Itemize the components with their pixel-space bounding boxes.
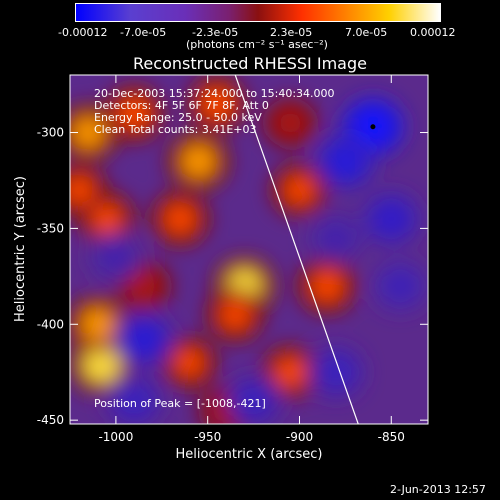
- x-tick-label: -850: [378, 430, 405, 444]
- axis-ticks: -1000 -950 -900 -850 -450 -400 -350 -300: [37, 75, 428, 444]
- heatmap-blob-core: [83, 346, 120, 383]
- peak-position-label: Position of Peak = [-1008,-421]: [94, 397, 266, 410]
- heatmap-blob-core: [387, 272, 414, 300]
- heatmap-blob-core: [181, 144, 216, 179]
- y-tick-label: -350: [37, 221, 64, 235]
- x-axis-label: Heliocentric X (arcsec): [176, 447, 323, 462]
- y-tick-label: -300: [37, 126, 64, 140]
- x-tick-label: -1000: [98, 430, 133, 444]
- heatmap-blob-core: [128, 324, 159, 355]
- colorbar-tick-3: 2.3e-05: [270, 26, 313, 39]
- x-tick-label: -900: [286, 430, 313, 444]
- y-tick-label: -400: [37, 317, 64, 331]
- heatmap-blob-core: [164, 203, 196, 235]
- y-axis-label: Heliocentric Y (arcsec): [13, 176, 28, 322]
- heatmap-blob-core: [129, 272, 158, 300]
- plot-frame: [69, 74, 429, 425]
- colorbar-tick-5: 0.00012: [410, 26, 456, 39]
- chart-title: Reconstructed RHESSI Image: [133, 54, 367, 73]
- heatmap-blob-core: [376, 204, 406, 234]
- colorbar-tick-4: 7.0e-05: [345, 26, 388, 39]
- heatmap-blob-core: [120, 387, 148, 415]
- heatmap-blob-core: [285, 175, 314, 205]
- annotation-detectors: Detectors: 4F 5F 6F 7F 8F, Att 0: [94, 99, 269, 112]
- heatmap-blob-core: [118, 97, 150, 129]
- colorbar-tick-0: -0.00012: [58, 26, 108, 39]
- heatmap-blob-core: [220, 299, 251, 330]
- heatmap-blob-core: [323, 225, 349, 251]
- annotation-energy-range: Energy Range: 25.0 - 50.0 keV: [94, 111, 262, 124]
- colorbar-unit-label: (photons cm⁻² s⁻¹ asec⁻²): [186, 38, 328, 51]
- heatmap-blob-core: [72, 116, 105, 149]
- heatmap-blobs: [70, 76, 428, 424]
- heatmap-blob-core: [175, 348, 204, 377]
- heatmap-blob-core: [70, 176, 94, 205]
- heatmap-blob-core: [92, 204, 122, 234]
- colorbar-tick-1: -7.0e-05: [120, 26, 167, 39]
- y-tick-label: -450: [37, 413, 64, 427]
- heatmap-blob-core: [275, 357, 306, 388]
- heatmap-blob-core: [201, 88, 233, 120]
- heatmap-blob-core: [329, 145, 361, 177]
- x-tick-label: -950: [194, 430, 221, 444]
- heatmap-blob-core: [311, 270, 343, 302]
- heatmap-blob-core: [103, 244, 129, 270]
- annotation-clean-counts: Clean Total counts: 3.41E+03: [94, 123, 257, 136]
- footer-timestamp: 2-Jun-2013 12:57: [390, 483, 486, 496]
- colorbar: [75, 3, 441, 22]
- heatmap-blob-core: [239, 387, 268, 415]
- min-marker: [370, 124, 376, 130]
- heatmap-blob-core: [81, 307, 114, 341]
- limb-line: [234, 75, 359, 424]
- heatmap-blob-core: [277, 110, 304, 136]
- colorbar-tick-2: -2.3e-05: [192, 26, 239, 39]
- annotation-time-range: 20-Dec-2003 15:37:24.000 to 15:40:34.000: [94, 87, 335, 100]
